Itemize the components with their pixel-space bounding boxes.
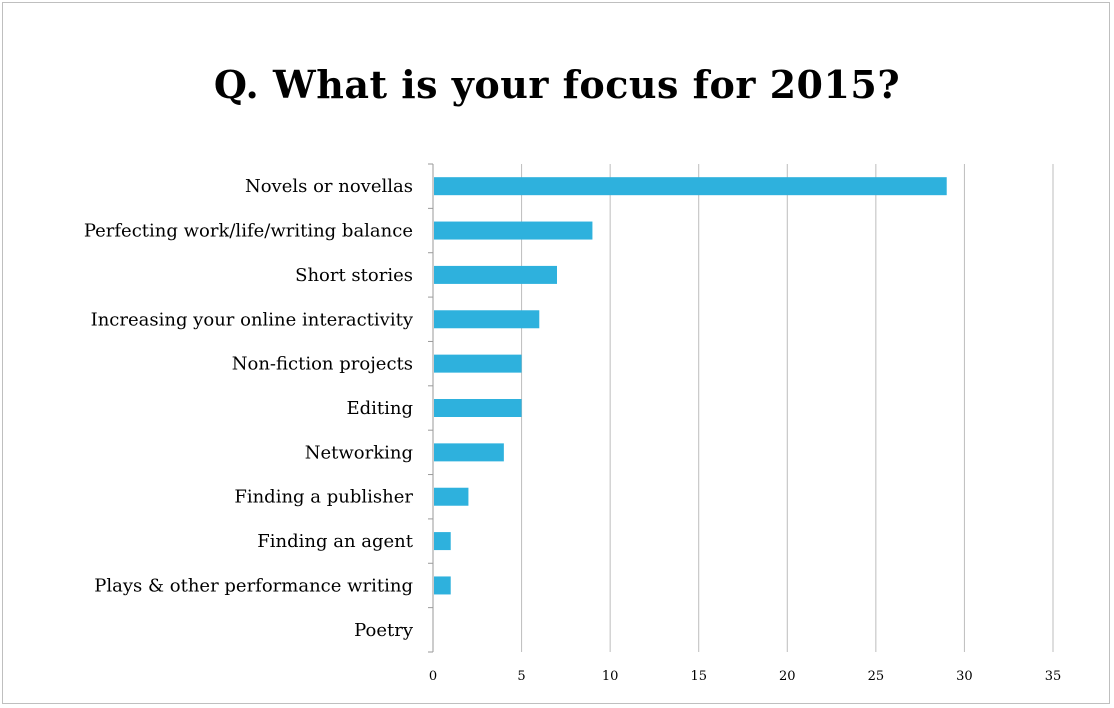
category-label-5: Editing (346, 398, 413, 419)
category-label-6: Networking (305, 442, 413, 463)
category-label-9: Plays & other performance writing (94, 575, 413, 596)
bar-1 (434, 221, 593, 240)
bar-6 (434, 443, 504, 462)
category-label-3: Increasing your online interactivity (91, 309, 414, 330)
x-tick-label-20: 20 (779, 669, 796, 684)
bar-0 (434, 177, 947, 196)
x-tick-label-0: 0 (429, 669, 437, 684)
x-tick-label-15: 15 (690, 669, 707, 684)
bar-4 (434, 354, 522, 373)
x-tick-label-10: 10 (602, 669, 619, 684)
x-tick-label-35: 35 (1045, 669, 1062, 684)
category-label-10: Poetry (354, 620, 414, 641)
bar-2 (434, 265, 557, 284)
category-label-1: Perfecting work/life/writing balance (84, 221, 413, 242)
bar-3 (434, 310, 540, 329)
bar-8 (434, 532, 451, 551)
bar-9 (434, 576, 451, 595)
category-label-4: Non-fiction projects (232, 354, 413, 375)
category-label-8: Finding an agent (257, 531, 414, 552)
x-tick-label-5: 5 (517, 669, 525, 684)
bar-7 (434, 487, 469, 506)
x-tick-label-25: 25 (868, 669, 885, 684)
x-tick-label-30: 30 (956, 669, 973, 684)
category-label-7: Finding a publisher (234, 487, 413, 508)
category-label-2: Short stories (295, 265, 413, 286)
category-label-0: Novels or novellas (245, 176, 413, 197)
bar-5 (434, 399, 522, 417)
chart-title: Q. What is your focus for 2015? (213, 62, 901, 107)
